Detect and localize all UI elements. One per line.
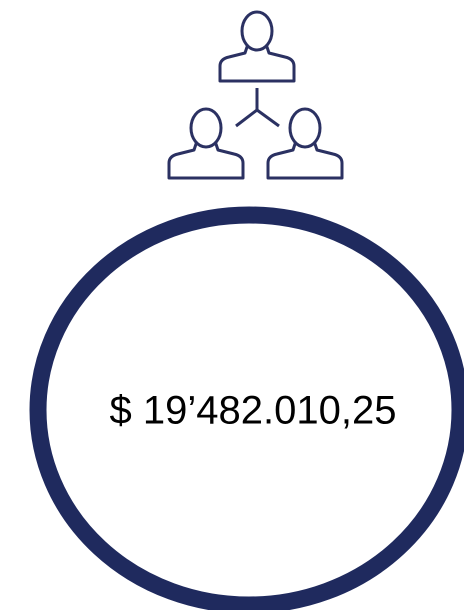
amount-text: $ 19’482.010,25 bbox=[110, 389, 397, 433]
team-icon bbox=[167, 10, 344, 180]
person-head bbox=[189, 107, 223, 149]
person-icon bbox=[266, 107, 344, 180]
person-head bbox=[288, 107, 322, 149]
connector bbox=[256, 108, 280, 128]
person-icon bbox=[218, 10, 296, 83]
person-head bbox=[240, 10, 274, 52]
person-body bbox=[266, 142, 344, 180]
person-icon bbox=[167, 107, 245, 180]
person-body bbox=[218, 45, 296, 83]
connector bbox=[235, 108, 258, 128]
amount-ring bbox=[29, 206, 464, 610]
person-body bbox=[167, 142, 245, 180]
